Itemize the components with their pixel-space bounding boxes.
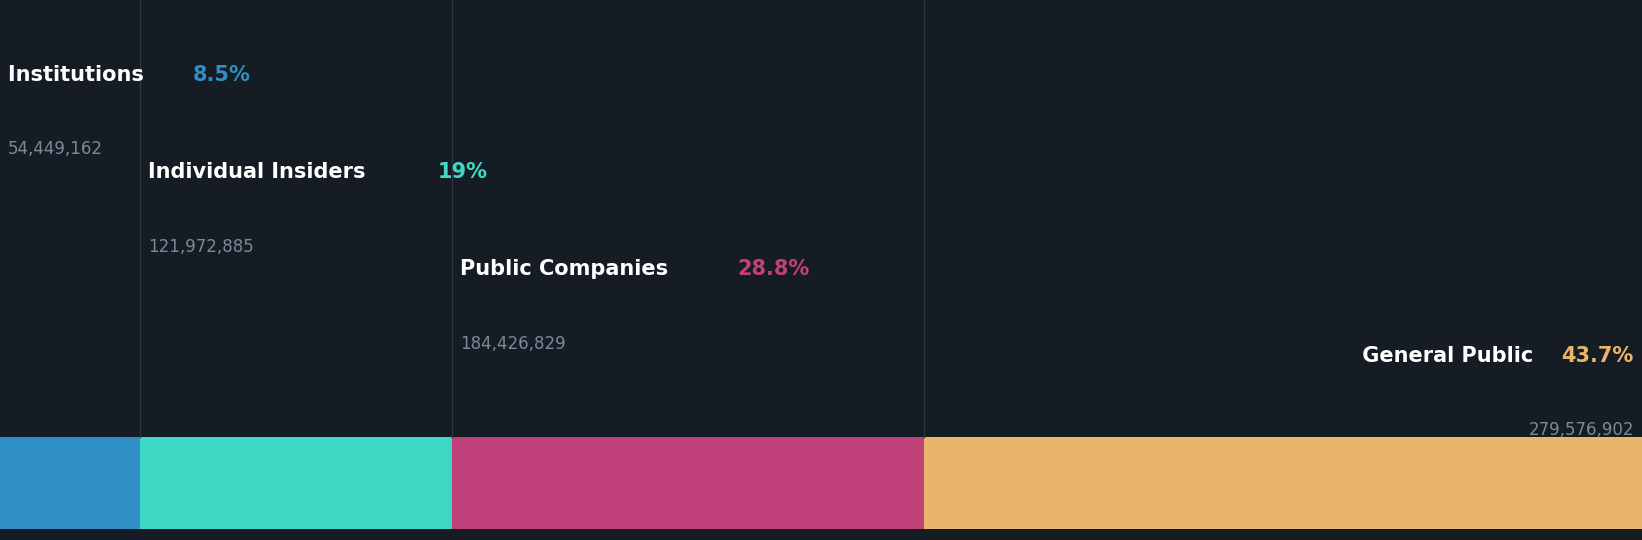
Text: General Public: General Public <box>1355 346 1540 366</box>
Text: 43.7%: 43.7% <box>1562 346 1634 366</box>
Text: 54,449,162: 54,449,162 <box>8 140 103 158</box>
Bar <box>140 437 452 529</box>
Text: 8.5%: 8.5% <box>192 65 251 85</box>
Text: 19%: 19% <box>438 162 488 182</box>
Text: 28.8%: 28.8% <box>737 259 810 279</box>
Bar <box>0 437 140 529</box>
Bar <box>452 437 924 529</box>
Text: Institutions: Institutions <box>8 65 151 85</box>
Text: 121,972,885: 121,972,885 <box>148 238 253 255</box>
Text: Public Companies: Public Companies <box>460 259 675 279</box>
Text: 184,426,829: 184,426,829 <box>460 335 565 353</box>
Bar <box>924 437 1642 529</box>
Text: Individual Insiders: Individual Insiders <box>148 162 373 182</box>
Text: 279,576,902: 279,576,902 <box>1529 421 1634 439</box>
